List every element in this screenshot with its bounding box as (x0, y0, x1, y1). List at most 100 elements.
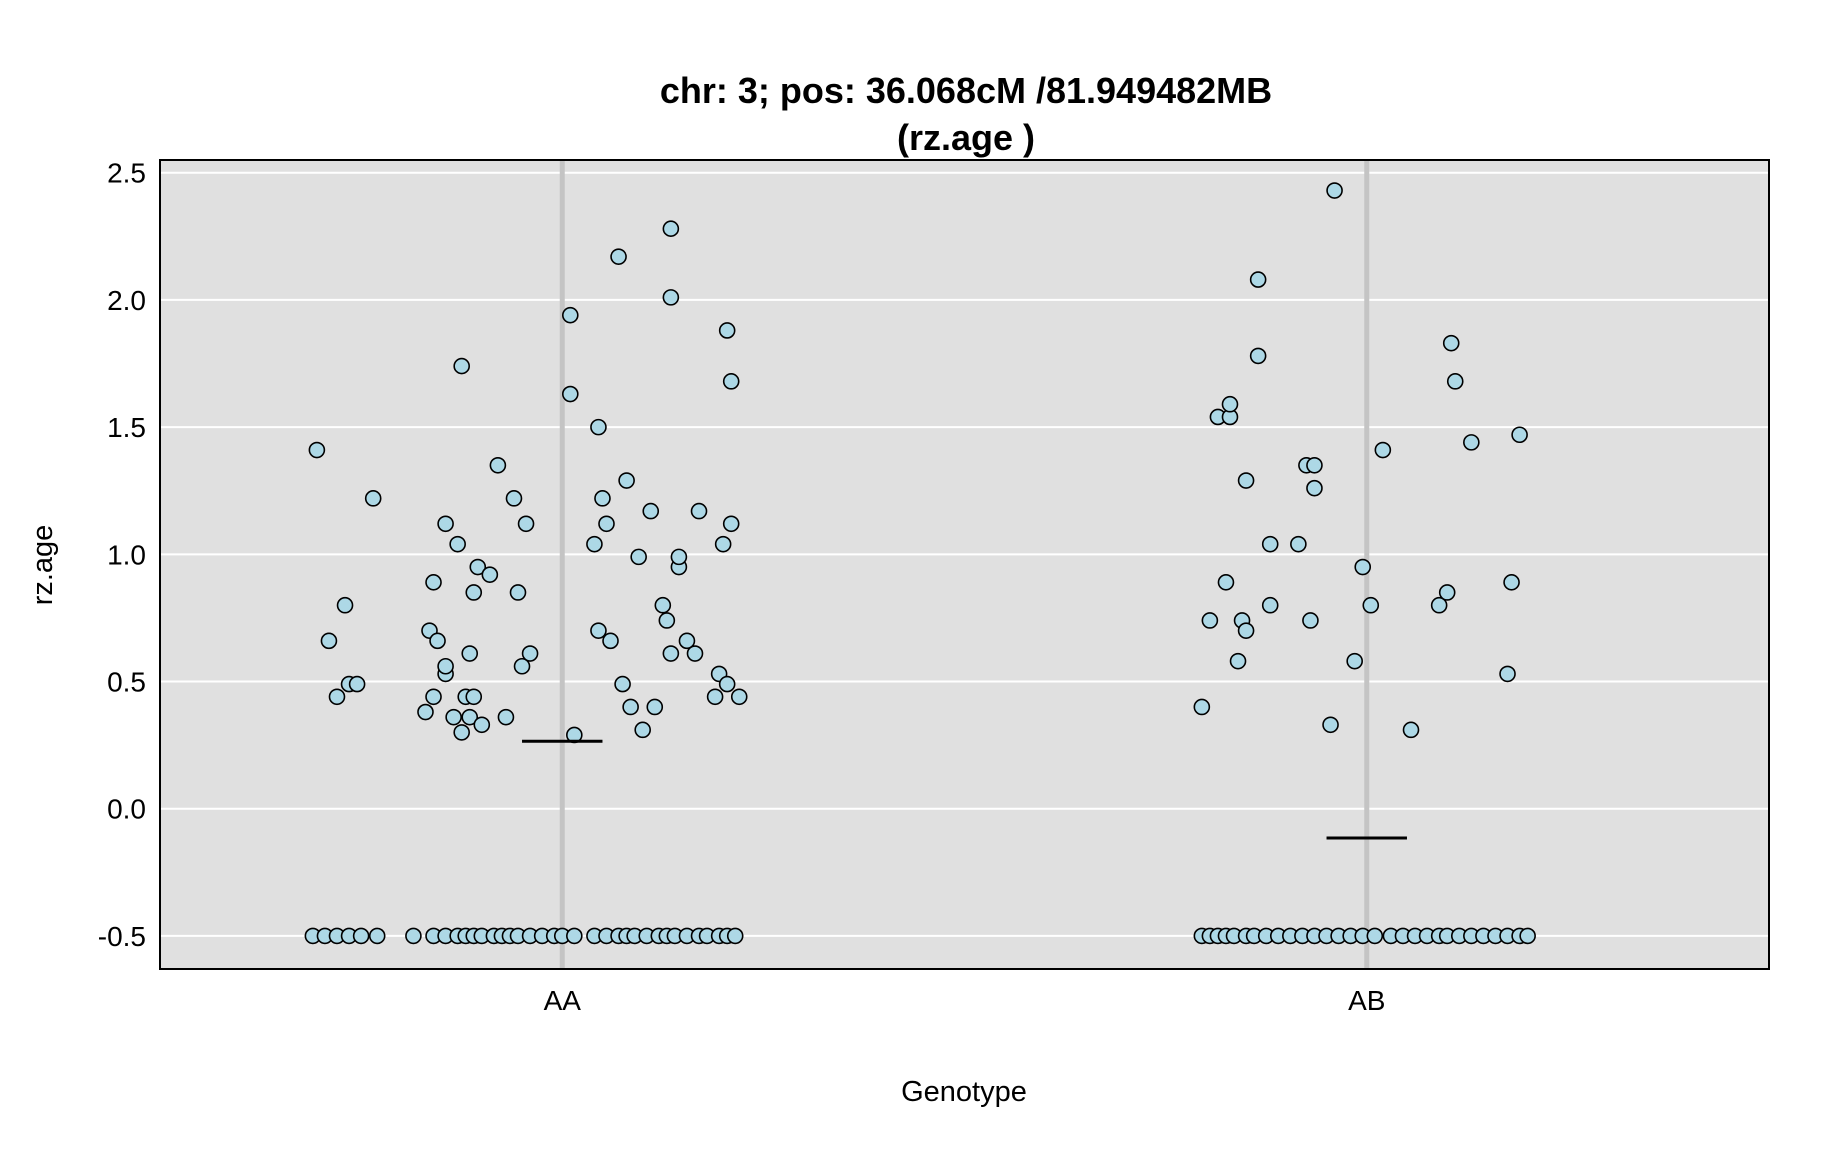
point-aa-7 (417, 703, 434, 721)
point-ab-21 (1346, 652, 1363, 670)
point-aa-39 (590, 418, 607, 436)
point-aa-25 (473, 716, 491, 734)
point-aa-40 (594, 490, 611, 507)
y-tick-label-1: 2.0 (107, 285, 146, 316)
point-aa-33 (521, 645, 539, 662)
point-ab-63 (1519, 927, 1536, 945)
point-ab-22 (1354, 558, 1372, 576)
plot-panel (160, 160, 1769, 969)
point-aa-53 (662, 220, 680, 237)
chart-title-line1: chr: 3; pos: 36.068cM /81.949482MB (660, 70, 1272, 111)
point-ab-6 (1229, 652, 1247, 670)
point-aa-68 (730, 688, 748, 706)
point-ab-11 (1249, 347, 1267, 365)
point-aa-57 (670, 548, 688, 566)
point-aa-6 (364, 490, 382, 507)
plot-border (159, 159, 1770, 970)
point-aa-61 (706, 688, 724, 706)
y-tick-labels: 2.5 2.0 1.5 1.0 0.5 0.0 -0.5 (98, 158, 146, 952)
point-aa-73 (352, 927, 370, 945)
point-aa-30 (509, 584, 527, 601)
point-aa-21 (461, 708, 479, 726)
point-aa-55 (662, 645, 680, 662)
y-tick-label-6: -0.5 (98, 921, 146, 952)
point-aa-23 (465, 584, 483, 601)
y-tick-label-5: 0.0 (107, 794, 146, 825)
point-aa-75 (405, 927, 422, 945)
point-aa-45 (618, 472, 635, 489)
point-aa-5 (348, 675, 366, 693)
point-ab-14 (1290, 535, 1307, 553)
point-aa-0 (308, 441, 326, 459)
y-tick-label-2: 1.5 (107, 412, 146, 443)
point-aa-24 (469, 558, 487, 576)
point-ab-3 (1217, 574, 1235, 591)
point-aa-18 (453, 357, 470, 375)
x-tick-labels: AA AB (544, 985, 1386, 1016)
point-aa-20 (461, 645, 479, 662)
point-ab-24 (1374, 441, 1392, 459)
point-aa-38 (590, 622, 607, 639)
point-aa-74 (368, 927, 386, 945)
point-ab-20 (1326, 182, 1343, 199)
point-aa-58 (678, 632, 696, 650)
point-ab-9 (1237, 472, 1255, 489)
point-aa-65 (718, 322, 736, 339)
point-aa-67 (722, 515, 740, 533)
point-aa-31 (513, 657, 531, 675)
x-axis-label: Genotype (901, 1076, 1027, 1108)
point-aa-49 (642, 502, 660, 520)
point-aa-27 (489, 456, 507, 474)
point-aa-17 (453, 724, 470, 741)
point-aa-90 (566, 927, 583, 945)
point-aa-13 (437, 657, 454, 675)
point-aa-66 (722, 373, 740, 390)
point-ab-0 (1193, 698, 1211, 716)
mean-lines (522, 739, 1407, 840)
point-ab-28 (1442, 334, 1460, 352)
point-ab-10 (1249, 271, 1267, 288)
point-aa-59 (686, 645, 704, 662)
x-tick-label-ab: AB (1348, 985, 1385, 1016)
point-ab-18 (1306, 479, 1323, 497)
chart-title-line2: (rz.age ) (897, 117, 1035, 158)
point-ab-32 (1503, 574, 1520, 591)
y-tick-label-3: 1.0 (107, 539, 146, 570)
point-aa-63 (714, 535, 732, 553)
point-aa-15 (445, 708, 462, 726)
point-aa-42 (602, 632, 619, 650)
point-ab-50 (1366, 927, 1384, 945)
y-tick-label-0: 2.5 (107, 158, 146, 189)
point-aa-34 (561, 306, 579, 324)
point-aa-46 (622, 698, 639, 716)
x-tick-label-aa: AA (544, 985, 582, 1016)
point-ab-25 (1402, 721, 1420, 739)
point-aa-43 (610, 248, 627, 265)
point-ab-26 (1430, 596, 1448, 614)
point-aa-29 (505, 490, 523, 507)
point-aa-105 (726, 927, 744, 945)
point-aa-9 (425, 574, 442, 591)
point-ab-8 (1237, 622, 1255, 639)
y-tick-label-4: 0.5 (107, 667, 146, 698)
point-aa-47 (630, 548, 647, 566)
point-aa-16 (449, 535, 466, 553)
point-aa-52 (658, 612, 676, 629)
point-ab-33 (1511, 426, 1528, 444)
point-aa-3 (336, 596, 354, 614)
point-aa-64 (718, 675, 736, 693)
point-aa-60 (690, 502, 708, 520)
point-aa-14 (437, 515, 454, 533)
point-aa-2 (328, 688, 346, 706)
point-aa-51 (654, 596, 672, 614)
point-aa-54 (662, 289, 680, 306)
point-aa-48 (634, 721, 652, 739)
point-ab-5 (1221, 395, 1239, 413)
point-aa-11 (429, 632, 446, 650)
point-aa-26 (481, 566, 499, 583)
point-ab-29 (1446, 373, 1464, 390)
point-ab-31 (1499, 665, 1516, 683)
point-aa-22 (465, 688, 483, 706)
point-aa-35 (561, 385, 579, 403)
